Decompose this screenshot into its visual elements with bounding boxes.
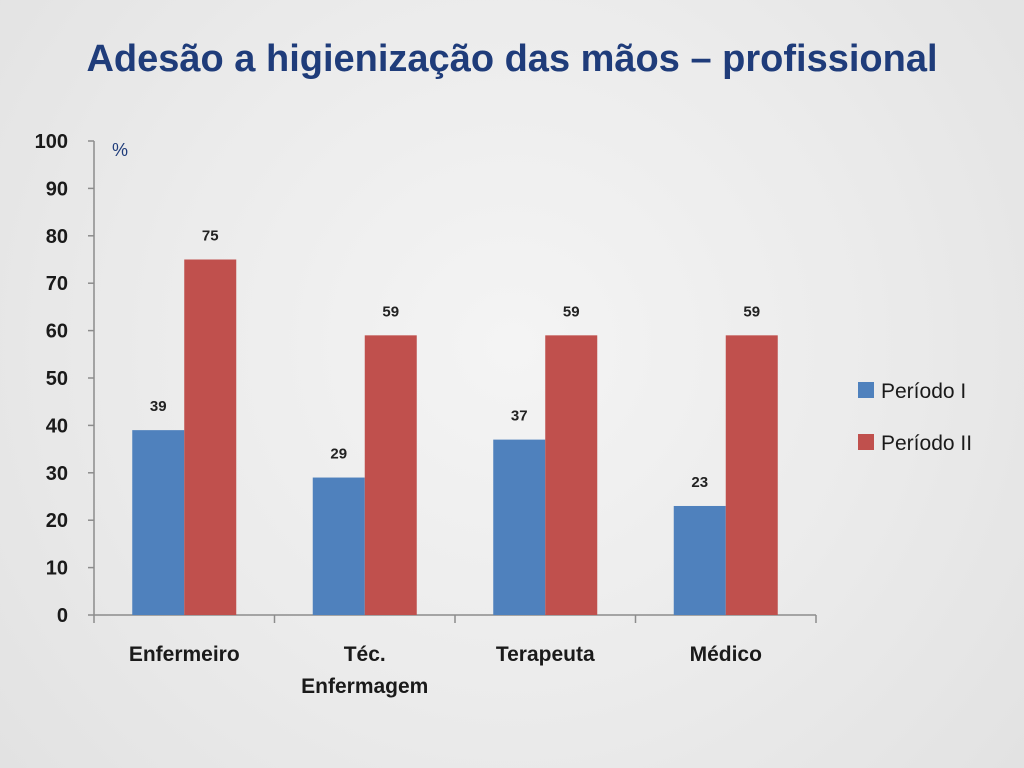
data-label: 29 xyxy=(330,446,347,463)
chart-legend: Período I Período II xyxy=(858,380,972,455)
y-tick-label: 30 xyxy=(46,463,68,485)
y-tick-label: 70 xyxy=(46,273,68,295)
y-tick-label: 90 xyxy=(46,178,68,200)
chart-bars: 39 75 29 59 37 59 23 59 xyxy=(132,228,778,615)
x-category-label: Téc. Enfermagem xyxy=(301,643,428,698)
y-tick-label: 100 xyxy=(35,131,68,153)
legend-label: Período I xyxy=(881,380,966,403)
bar xyxy=(725,335,778,615)
y-tick-label: 20 xyxy=(46,510,68,532)
y-tick-label: 80 xyxy=(46,226,68,248)
data-label: 23 xyxy=(691,474,708,491)
y-tick-label: 50 xyxy=(46,368,68,390)
bar xyxy=(673,505,726,615)
bar xyxy=(132,430,185,615)
bar xyxy=(312,477,365,615)
bar xyxy=(364,335,417,615)
x-category-label: Médico xyxy=(690,643,762,666)
slide-title: Adesão a higienização das mãos – profiss… xyxy=(86,38,938,80)
y-tick-label: 60 xyxy=(46,321,68,343)
bar xyxy=(545,335,598,615)
y-tick-label: 40 xyxy=(46,415,68,437)
y-unit-label: % xyxy=(112,140,128,160)
legend-swatch xyxy=(858,382,874,398)
legend-swatch xyxy=(858,434,874,450)
data-label: 37 xyxy=(511,408,528,425)
data-label: 59 xyxy=(382,303,399,320)
x-category-label: Terapeuta xyxy=(496,643,595,666)
data-label: 39 xyxy=(150,398,167,415)
data-label: 59 xyxy=(563,303,580,320)
y-tick-label: 0 xyxy=(57,605,68,627)
legend-label: Período II xyxy=(881,432,972,455)
bar xyxy=(493,439,546,615)
data-label: 75 xyxy=(202,228,219,245)
bar xyxy=(184,259,237,615)
y-tick-label: 10 xyxy=(46,558,68,580)
chart-axes: 0 10 20 30 40 50 60 70 80 90 100 % Enfermeiro Téc. Enf… xyxy=(35,131,817,698)
x-category-label: Enfermeiro xyxy=(129,643,240,666)
data-label: 59 xyxy=(743,303,760,320)
